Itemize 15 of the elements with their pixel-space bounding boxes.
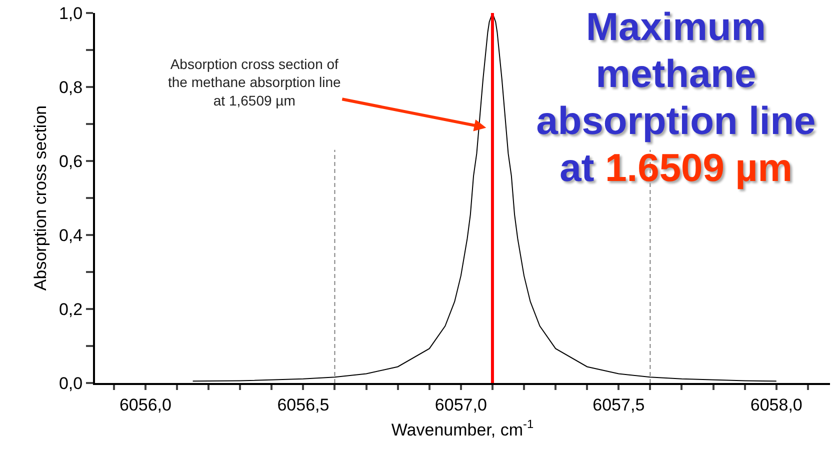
text: Maximum methane absorption line at 1.6509 µm — [536, 6, 816, 190]
x-tick-label: 6057,5 — [592, 395, 645, 414]
y-tick-label: 0,4 — [58, 226, 83, 245]
x-axis-title: Wavenumber, cm$^{-1}$ — [391, 417, 534, 440]
y-tick-label: 0,0 — [58, 374, 83, 393]
x-tick-label: 6056,5 — [277, 395, 330, 414]
x-tick-label: 6056,0 — [119, 395, 172, 414]
y-tick-label: 0,6 — [58, 152, 83, 171]
y-axis-title: Absorption cross section — [31, 105, 50, 291]
y-tick-label: 0,2 — [58, 300, 83, 319]
x-tick-label: 6058,0 — [750, 395, 802, 414]
y-tick-label: 0,8 — [58, 78, 83, 97]
y-tick-label: 1,0 — [58, 4, 83, 23]
annotation: Absorption cross section of the methane absorption line at 1,6509 µm — [168, 56, 341, 108]
x-tick-label: 6057,0 — [434, 395, 487, 414]
